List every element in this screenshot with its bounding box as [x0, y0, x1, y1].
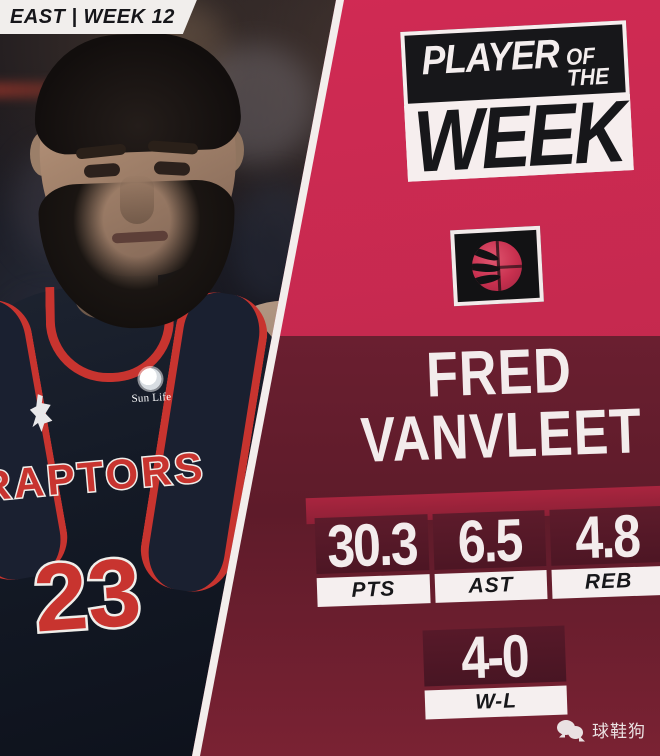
claw-mark: [470, 272, 502, 287]
claw-mark: [470, 262, 501, 274]
sun-life-globe-icon: [138, 367, 163, 391]
player-eye: [83, 162, 121, 179]
sun-life-patch: Sun Life: [117, 366, 185, 411]
stat-pts-label: PTS: [351, 577, 396, 602]
stat-reb-value-box: 4.8: [549, 502, 660, 572]
player-name: FRED VANVLEET: [342, 335, 658, 476]
stat-win-loss-label: W-L: [474, 689, 518, 714]
stat-reb-label-box: REB: [551, 565, 660, 599]
award-title-lockup: PLAYER OF THE WEEK: [400, 20, 634, 191]
raptors-basketball-logo: [470, 239, 524, 293]
stat-ast-label: AST: [468, 573, 514, 598]
player-eye: [153, 161, 191, 176]
stat-pts-value: 30.3: [326, 509, 418, 581]
stat-reb-value: 4.8: [574, 502, 640, 572]
conference-week-label: EAST | WEEK 12: [10, 5, 175, 28]
claw-mark: [470, 244, 500, 264]
stat-win-loss-value: 4-0: [460, 622, 529, 692]
conference-week-banner: EAST | WEEK 12: [0, 0, 197, 34]
stat-ast-value: 6.5: [456, 506, 523, 576]
player-last-name: VANVLEET: [359, 395, 644, 477]
stat-pts: 30.3 PTS: [314, 509, 431, 608]
player-hair: [32, 30, 242, 156]
wechat-icon: [557, 719, 585, 742]
team-logo-tile: [450, 225, 544, 307]
award-word-player: PLAYER: [420, 30, 560, 84]
stat-win-loss: 4-0 W-L: [422, 622, 568, 720]
watermark-label: 球鞋狗: [592, 722, 646, 742]
award-title-week: WEEK: [404, 81, 634, 191]
stats-row: 30.3 PTS 6.5 AST 4.8 REB: [314, 502, 660, 608]
stat-reb: 4.8 REB: [549, 502, 660, 599]
wechat-bubble-small: [568, 725, 583, 739]
stat-ast-label-box: AST: [434, 570, 548, 603]
stat-ast-value-box: 6.5: [432, 506, 547, 576]
award-word-week: WEEK: [411, 81, 627, 191]
watermark: 球鞋狗: [557, 717, 646, 742]
player-figure: Sun Life RAPTORS 23: [0, 30, 361, 756]
stat-pts-value-box: 30.3: [314, 509, 430, 581]
wechat-bubble-tail: [579, 735, 585, 742]
stat-reb-label: REB: [584, 569, 633, 594]
wechat-bubble-tail: [559, 731, 565, 738]
jersey-number: 23: [28, 536, 147, 655]
stat-ast: 6.5 AST: [432, 506, 548, 603]
stat-win-loss-label-box: W-L: [424, 685, 568, 720]
stat-win-loss-value-box: 4-0: [422, 622, 567, 692]
sun-life-label: Sun Life: [131, 390, 172, 406]
